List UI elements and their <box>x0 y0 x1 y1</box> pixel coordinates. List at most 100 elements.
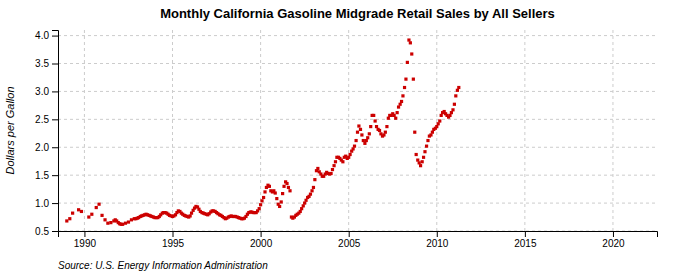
point <box>413 131 416 134</box>
point <box>448 114 451 117</box>
title: Monthly California Gasoline Midgrade Ret… <box>160 6 555 21</box>
point <box>368 132 371 135</box>
point <box>130 218 133 221</box>
point <box>334 160 337 163</box>
x-axis-tick: 2000 <box>250 231 273 249</box>
point <box>109 221 112 224</box>
point <box>362 139 365 142</box>
x-axis-tick: 2020 <box>602 231 625 249</box>
y-axis: 0.51.01.52.02.53.03.54.0 <box>35 30 58 236</box>
x-axis-tick: 1990 <box>74 231 97 249</box>
x-axis-tick-mark <box>349 231 350 237</box>
point <box>349 153 352 156</box>
point <box>282 185 285 188</box>
point <box>416 158 419 161</box>
point <box>396 111 399 114</box>
y-axis-line <box>52 31 59 232</box>
point <box>90 213 93 216</box>
y-axis-tick-label: 4.0 <box>35 30 49 41</box>
x-axis-line <box>59 232 658 238</box>
point <box>415 153 418 156</box>
y-axis-tick-mark <box>52 231 58 232</box>
y-axis-tick-mark <box>52 203 58 204</box>
point <box>356 131 359 134</box>
point <box>438 119 441 122</box>
point <box>412 78 415 81</box>
point <box>288 189 291 192</box>
x-axis-tick-label: 2000 <box>250 238 273 249</box>
point <box>393 114 396 117</box>
point <box>263 190 266 193</box>
points <box>65 38 460 225</box>
x-axis-tick-label: 2010 <box>426 238 449 249</box>
y-axis-tick-label: 1.0 <box>35 198 49 209</box>
grid-line-y <box>58 203 657 204</box>
grid-line-x <box>348 30 349 231</box>
point <box>453 103 456 106</box>
point <box>65 219 68 222</box>
y-axis-tick: 2.0 <box>35 142 58 153</box>
chart: 19901995200020052010201520200.51.01.52.0… <box>0 0 675 275</box>
point <box>259 203 262 206</box>
y-axis-tick-mark <box>52 119 58 120</box>
grid-line-x <box>612 30 613 231</box>
point <box>95 206 98 209</box>
point <box>394 117 397 120</box>
point <box>403 86 406 89</box>
point <box>387 117 390 120</box>
point <box>406 61 409 64</box>
point <box>280 200 283 203</box>
y-axis-tick-mark <box>52 91 58 92</box>
point <box>310 189 313 192</box>
y-axis-tick-mark <box>52 147 58 148</box>
point <box>313 178 316 181</box>
grid-line-x <box>524 30 525 231</box>
point <box>353 145 356 148</box>
grid-line-x <box>84 30 85 231</box>
y-axis-title: Dollars per Gallon <box>4 86 16 174</box>
grid-line-x <box>436 30 437 231</box>
point <box>419 164 422 167</box>
point <box>431 131 434 134</box>
x-axis-tick-mark <box>613 231 614 237</box>
x-axis-tick-label: 2015 <box>514 238 537 249</box>
x-axis-tick-mark <box>84 231 85 237</box>
point <box>363 142 366 145</box>
point <box>375 125 378 128</box>
point <box>299 210 302 213</box>
y-axis-tick: 1.0 <box>35 198 58 209</box>
y-axis-tick-mark <box>52 36 58 37</box>
point <box>80 210 83 213</box>
point <box>262 196 265 199</box>
point <box>303 201 306 204</box>
grid-line-y <box>58 35 657 36</box>
point <box>268 185 271 188</box>
y-axis-tick-mark <box>52 64 58 65</box>
x-axis-tick-label: 2020 <box>602 238 625 249</box>
point <box>341 160 344 163</box>
point <box>435 125 438 128</box>
point <box>121 223 124 226</box>
point <box>281 192 284 195</box>
grid-line-y <box>58 175 657 176</box>
y-axis-tick: 3.0 <box>35 86 58 97</box>
point <box>354 139 357 142</box>
point <box>410 52 413 55</box>
point <box>351 147 354 150</box>
point <box>100 214 103 217</box>
point <box>385 125 388 128</box>
point <box>454 94 457 97</box>
point <box>451 108 454 111</box>
point <box>359 128 362 131</box>
y-axis-tick-label: 0.5 <box>35 226 49 237</box>
point <box>429 133 432 136</box>
point <box>399 103 402 106</box>
point <box>426 139 429 142</box>
point <box>127 220 130 223</box>
x-axis-tick-mark <box>261 231 262 237</box>
point <box>423 150 426 153</box>
point <box>397 105 400 108</box>
y-axis-tick-label: 3.5 <box>35 58 49 69</box>
point <box>71 212 74 215</box>
point <box>329 172 332 175</box>
